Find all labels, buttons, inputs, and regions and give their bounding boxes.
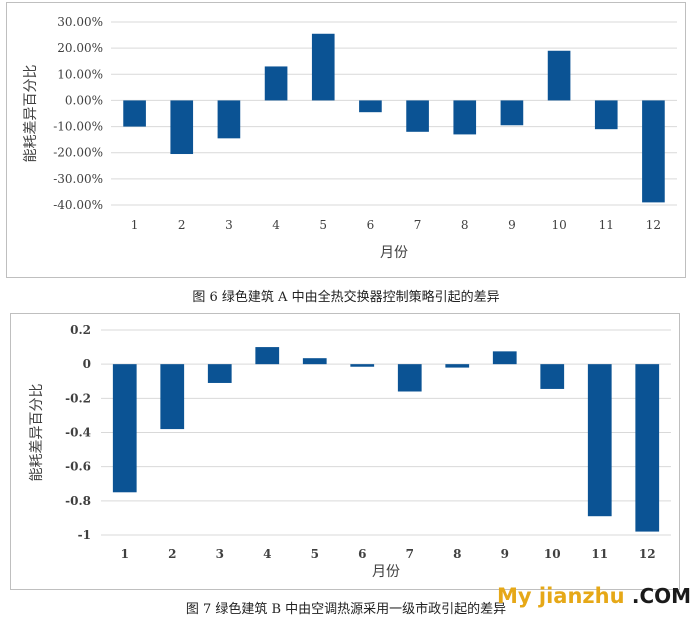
fig6-bar-8 xyxy=(453,100,477,135)
fig7-y-tick-label: -0.4 xyxy=(65,426,91,440)
chart-figure-6: 30.00% 20.00% 10.00% 0.00% -10.00% -20.00% -30… xyxy=(6,2,686,278)
fig7-x-tick-label: 7 xyxy=(406,547,414,561)
fig6-y-tick-label: -40.00% xyxy=(53,198,103,212)
fig7-bar-5 xyxy=(302,358,327,365)
fig7-y-tick-label: -1 xyxy=(78,528,91,542)
fig6-bar-7 xyxy=(406,100,429,132)
fig7-x-tick-label: 11 xyxy=(591,547,608,561)
watermark-text-main: My jianzhu xyxy=(497,584,625,608)
fig6-y-tick-label: -10.00% xyxy=(53,120,103,134)
fig6-bar-4 xyxy=(264,66,288,101)
watermark-text-domain: .COM xyxy=(631,584,692,608)
fig7-bar-9 xyxy=(492,351,517,365)
fig7-x-axis-label: 月份 xyxy=(372,564,400,580)
fig7-x-tick-label: 12 xyxy=(639,547,656,561)
fig6-x-tick-label: 1 xyxy=(131,218,139,232)
fig6-y-axis-label: 能耗差异百分比 xyxy=(23,65,39,163)
fig7-x-tick-label: 9 xyxy=(501,547,509,561)
fig6-x-tick-label: 3 xyxy=(225,218,233,232)
fig7-y-tick-label: -0.6 xyxy=(65,460,91,474)
fig7-y-axis-label: 能耗差异百分比 xyxy=(29,384,45,482)
fig6-x-tick-label: 7 xyxy=(414,218,422,232)
fig7-y-tick-label: 0.2 xyxy=(70,323,91,337)
fig6-bar-5 xyxy=(311,33,335,101)
fig6-x-tick-label: 8 xyxy=(461,218,469,232)
figure-6-caption: 图 6 绿色建筑 A 中由全热交换器控制策略引起的差异 xyxy=(192,290,500,305)
fig6-bar-9 xyxy=(500,100,524,126)
fig6-bar-11 xyxy=(594,100,618,130)
fig7-x-tick-label: 6 xyxy=(358,547,366,561)
fig7-bar-1 xyxy=(112,364,137,493)
fig6-x-tick-label: 6 xyxy=(367,218,375,232)
fig7-bar-6 xyxy=(350,364,375,367)
fig7-bar-3 xyxy=(207,364,232,383)
fig6-x-tick-label: 9 xyxy=(508,218,516,232)
fig7-bar-8 xyxy=(445,364,470,368)
fig7-x-tick-label: 4 xyxy=(263,547,271,561)
fig6-y-tick-label: 0.00% xyxy=(65,93,103,107)
fig7-x-tick-label: 3 xyxy=(216,547,224,561)
fig6-y-tick-label: 10.00% xyxy=(57,67,103,81)
fig7-bar-12 xyxy=(635,364,660,532)
fig6-y-tick-label: 20.00% xyxy=(57,41,103,55)
fig7-y-tick-label: 0 xyxy=(83,357,91,371)
chart-figure-6-svg: 30.00% 20.00% 10.00% 0.00% -10.00% -20.00% -30… xyxy=(23,15,677,261)
fig6-x-tick-label: 12 xyxy=(646,218,661,232)
figure-7-caption: 图 7 绿色建筑 B 中由空调热源采用一级市政引起的差异 xyxy=(185,602,507,617)
fig7-bar-10 xyxy=(540,364,565,389)
fig6-bar-3 xyxy=(217,100,241,139)
chart-figure-7: 0.2 0 -0.2 -0.4 -0.6 -0.8 -1 1 2 3 4 5 6 7 8 9 10 11 12 月份能… xyxy=(10,313,680,590)
fig6-x-axis-label: 月份 xyxy=(380,245,408,261)
fig7-x-tick-label: 1 xyxy=(121,547,129,561)
fig6-bar-10 xyxy=(547,50,571,101)
fig6-y-tick-label: 30.00% xyxy=(57,15,103,29)
fig7-bar-7 xyxy=(397,364,422,392)
fig7-x-tick-label: 10 xyxy=(544,547,561,561)
fig7-y-tick-label: -0.8 xyxy=(65,494,91,508)
fig6-x-tick-label: 5 xyxy=(319,218,327,232)
site-watermark: My jianzhu .COM xyxy=(497,581,691,611)
fig6-x-tick-label: 2 xyxy=(178,218,186,232)
fig6-y-tick-label: -30.00% xyxy=(53,172,103,186)
fig6-x-tick-label: 10 xyxy=(551,218,566,232)
fig6-bar-12 xyxy=(642,100,665,203)
fig6-x-tick-label: 4 xyxy=(272,218,280,232)
fig6-bar-1 xyxy=(123,100,146,127)
fig7-x-tick-label: 5 xyxy=(311,547,319,561)
fig6-x-tick-label: 11 xyxy=(599,218,614,232)
fig7-bar-11 xyxy=(587,364,612,517)
fig7-x-tick-label: 2 xyxy=(168,547,176,561)
fig7-bar-2 xyxy=(160,364,185,430)
fig6-bar-2 xyxy=(170,100,194,155)
fig7-y-tick-label: -0.2 xyxy=(65,391,91,405)
chart-figure-7-svg: 0.20-0.2-0.4-0.6-0.8-11 2 3 4 5 6 7 8 9 10 11 12月份能… xyxy=(29,323,671,580)
fig6-bar-6 xyxy=(359,100,382,113)
fig7-bar-4 xyxy=(255,347,280,365)
fig6-y-tick-label: -20.00% xyxy=(53,146,103,160)
fig7-x-tick-label: 8 xyxy=(453,547,461,561)
